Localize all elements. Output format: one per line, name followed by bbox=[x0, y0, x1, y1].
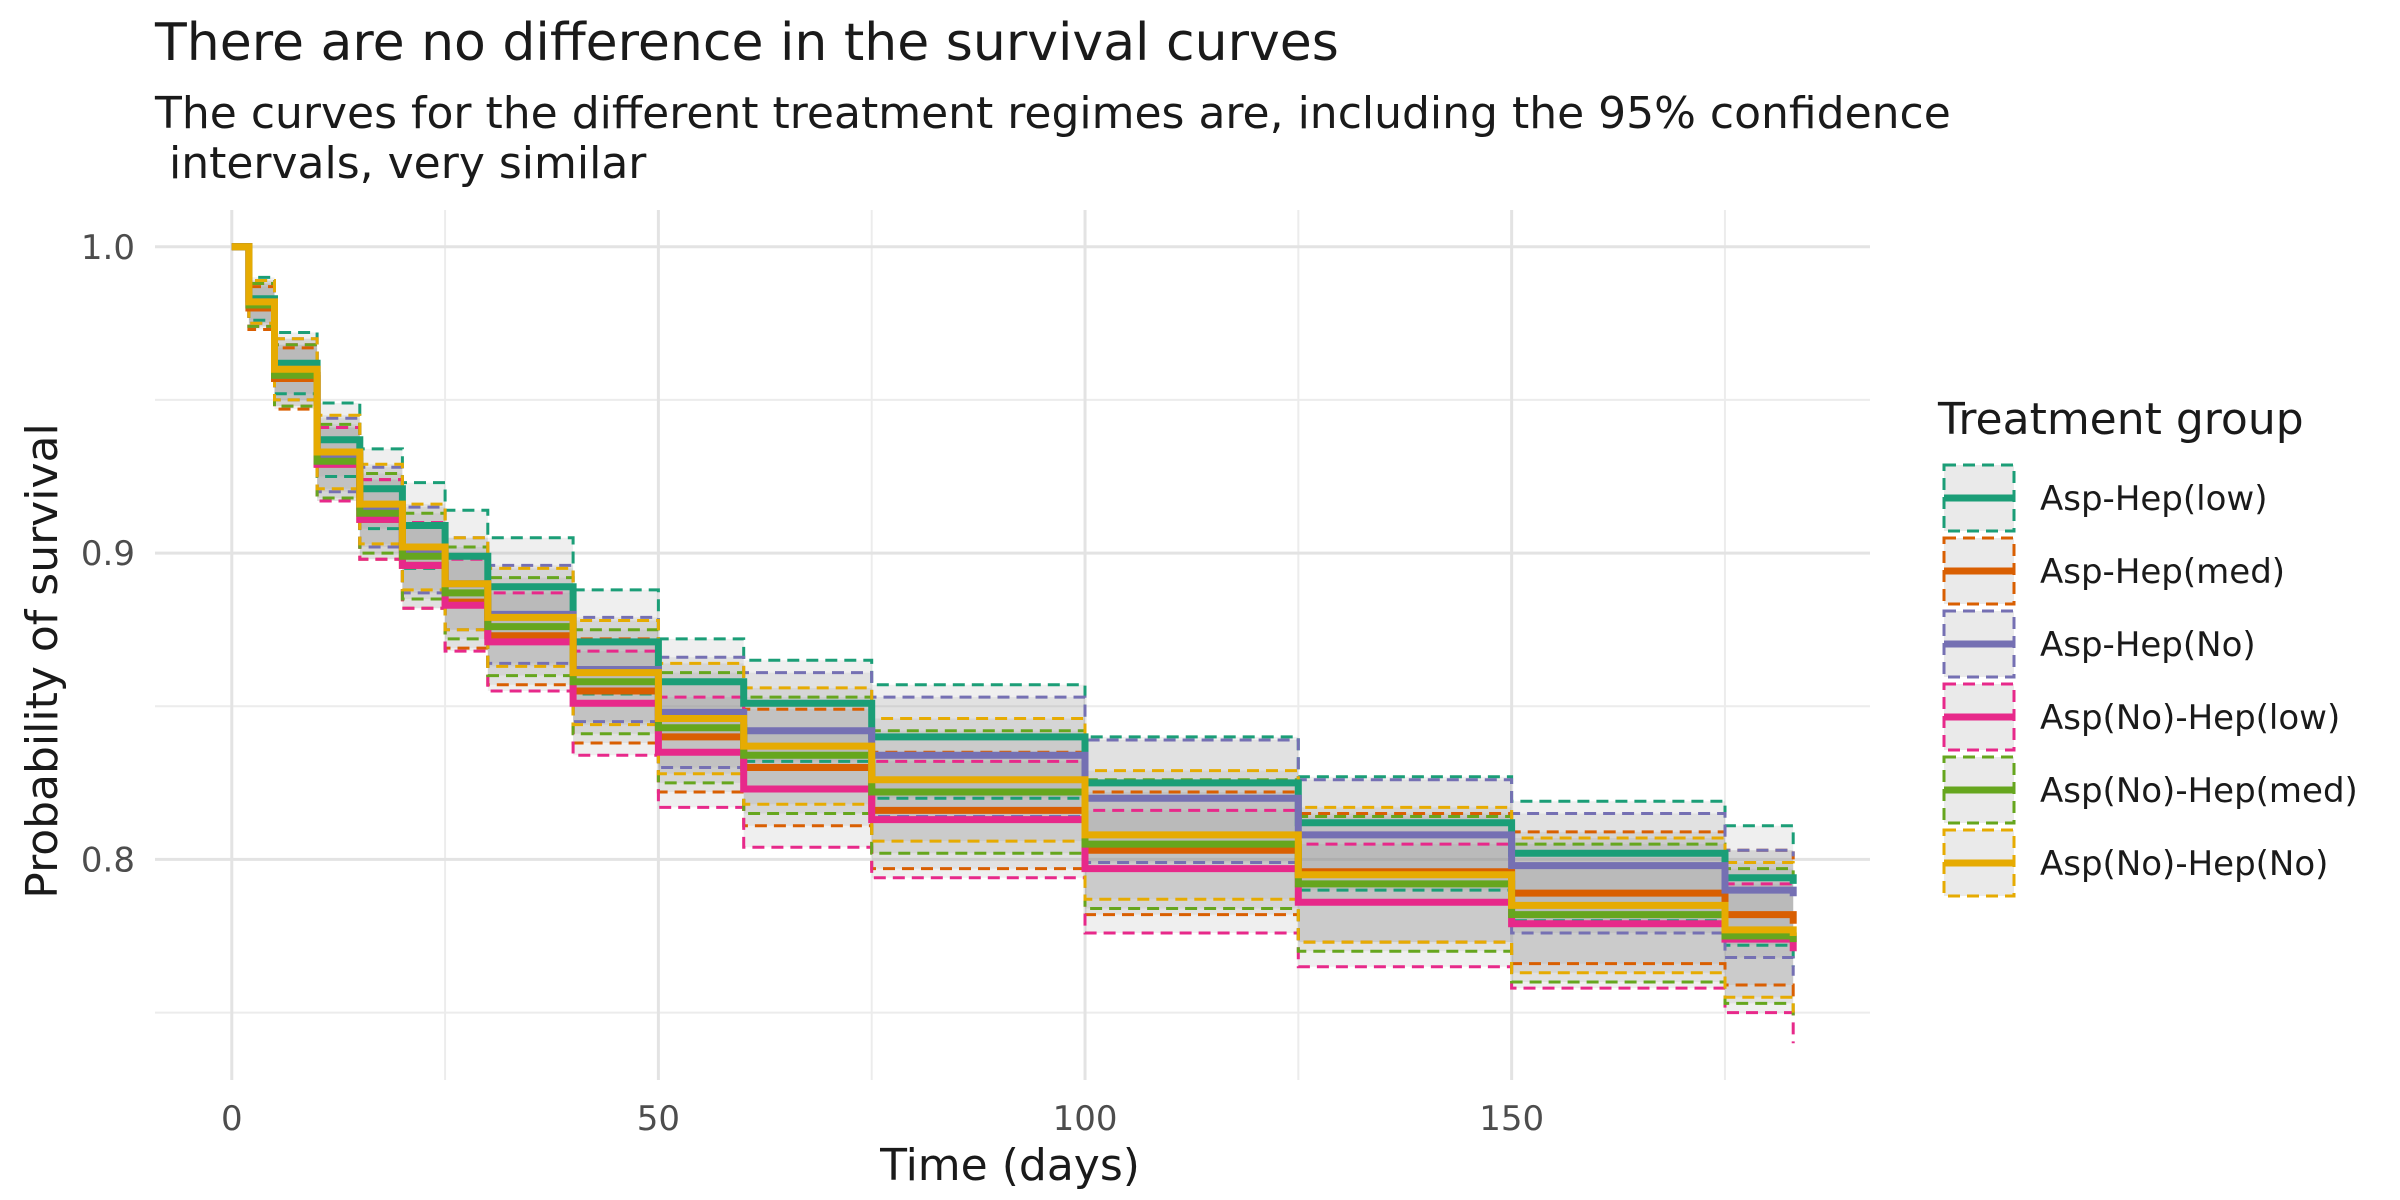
chart-title: There are no difference in the survival … bbox=[154, 13, 1339, 73]
legend-item: Asp-Hep(med) bbox=[1942, 536, 2285, 606]
legend-label: Asp(No)-Hep(No) bbox=[2040, 844, 2328, 884]
legend-label: Asp-Hep(low) bbox=[2040, 479, 2267, 519]
chart-subtitle-line-1: The curves for the different treatment r… bbox=[154, 88, 1951, 139]
x-tick-label: 150 bbox=[1479, 1099, 1544, 1139]
x-tick-label: 50 bbox=[637, 1099, 680, 1139]
grid bbox=[155, 210, 1870, 1080]
x-tick-label: 0 bbox=[221, 1099, 243, 1139]
legend: Treatment group Asp-Hep(low) Asp-Hep(med)… bbox=[1937, 394, 2358, 898]
tick-labels: 0 50 100 150 0.8 0.9 1.0 bbox=[81, 228, 1544, 1139]
legend-item: Asp(No)-Hep(No) bbox=[1942, 828, 2328, 898]
survival-curve-5 bbox=[231, 243, 1797, 936]
y-tick-label: 0.8 bbox=[81, 840, 135, 880]
legend-label: Asp-Hep(No) bbox=[2040, 625, 2256, 665]
y-axis-title: Probability of survival bbox=[17, 423, 68, 898]
y-tick-label: 1.0 bbox=[81, 228, 135, 268]
survival-curves bbox=[231, 243, 1797, 952]
legend-item: Asp-Hep(No) bbox=[1942, 609, 2256, 679]
x-axis-title: Time (days) bbox=[879, 1140, 1140, 1191]
chart-subtitle-line-2: intervals, very similar bbox=[155, 138, 647, 189]
legend-item: Asp(No)-Hep(med) bbox=[1942, 755, 2358, 825]
legend-item: Asp-Hep(low) bbox=[1942, 463, 2267, 533]
legend-label: Asp-Hep(med) bbox=[2040, 552, 2285, 592]
confidence-band-0 bbox=[231, 246, 1794, 967]
legend-item: Asp(No)-Hep(low) bbox=[1942, 682, 2340, 752]
confidence-band-2 bbox=[231, 246, 1794, 976]
y-tick-label: 0.9 bbox=[81, 534, 135, 574]
legend-title: Treatment group bbox=[1937, 394, 2304, 445]
legend-label: Asp(No)-Hep(med) bbox=[2040, 771, 2358, 811]
x-tick-label: 100 bbox=[1053, 1099, 1118, 1139]
legend-label: Asp(No)-Hep(low) bbox=[2040, 698, 2340, 738]
